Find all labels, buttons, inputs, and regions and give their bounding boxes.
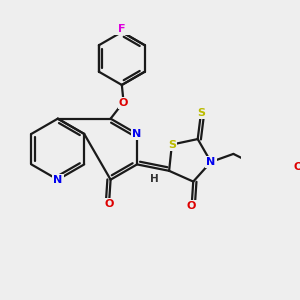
Text: N: N: [206, 157, 215, 167]
Text: H: H: [150, 174, 159, 184]
Text: N: N: [53, 175, 62, 185]
Text: S: S: [197, 108, 205, 118]
Text: O: O: [187, 201, 196, 211]
Text: N: N: [132, 129, 142, 139]
Text: O: O: [119, 98, 128, 108]
Text: O: O: [104, 199, 114, 209]
Text: S: S: [168, 140, 176, 150]
Text: F: F: [118, 24, 126, 34]
Text: O: O: [294, 162, 300, 172]
